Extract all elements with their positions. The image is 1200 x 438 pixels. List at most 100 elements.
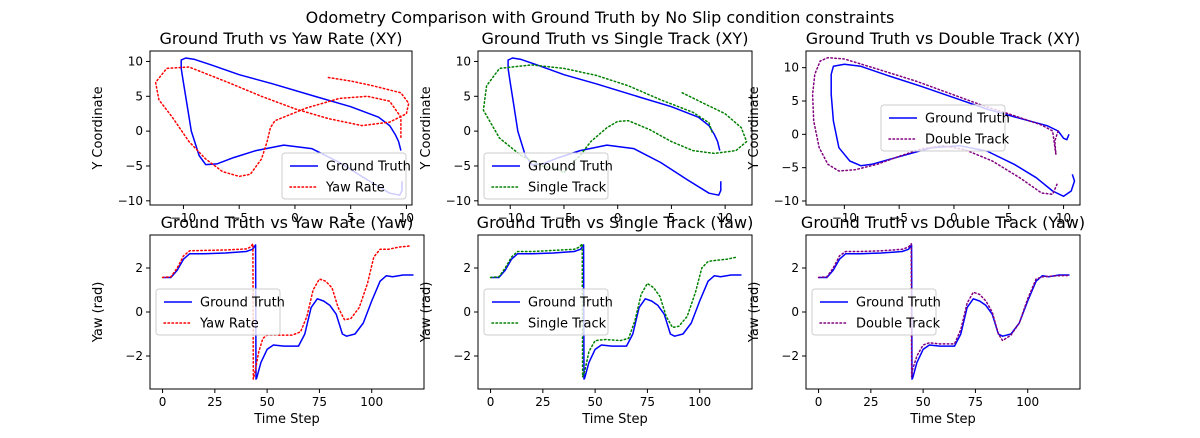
- y-tick-label: 0: [463, 124, 471, 138]
- subplot-title: Ground Truth vs Double Track (XY): [806, 29, 1080, 48]
- legend-box: [281, 152, 407, 200]
- x-tick-label: 0: [159, 395, 167, 409]
- y-tick-label: −2: [125, 349, 143, 363]
- subplot-1: −10 −5 0 5 10 −10 −5 0 5 10 Ground Truth vs Yaw Ra…: [91, 29, 414, 225]
- subplot-title: Ground Truth vs Yaw Rate (Yaw): [161, 213, 414, 232]
- legend-box: [880, 104, 1006, 152]
- y-axis-label: Yaw (rad): [91, 282, 106, 344]
- x-tick-label: −5: [890, 211, 908, 225]
- series-line-single-track: [489, 243, 739, 378]
- x-tick-label: −10: [498, 211, 523, 225]
- legend-box: [483, 152, 609, 200]
- legend-label: Ground Truth: [326, 160, 411, 175]
- y-tick-label: 5: [135, 89, 143, 103]
- y-tick-label: 5: [463, 89, 471, 103]
- x-tick-label: 0: [815, 395, 823, 409]
- y-tick-label: 0: [791, 305, 799, 319]
- x-tick-label: −10: [832, 211, 857, 225]
- series-line-ground-truth: [162, 244, 414, 380]
- legend-label: Single Track: [528, 181, 607, 196]
- y-tick-label: 10: [128, 54, 143, 68]
- x-tick-label: −5: [555, 211, 573, 225]
- x-tick-label: 5: [1005, 211, 1013, 225]
- legend-box: [155, 288, 281, 336]
- subplot-3: −10 −5 0 5 10 −10 −5 0 5 10 Ground Truth vs Double…: [747, 29, 1081, 225]
- x-tick-label: 0: [950, 211, 958, 225]
- legend: Ground Truth Single Track: [483, 152, 613, 200]
- legend-label: Ground Truth: [528, 160, 613, 175]
- x-tick-label: 100: [1016, 395, 1039, 409]
- x-tick-label: 10: [1056, 211, 1071, 225]
- y-tick-label: −10: [446, 194, 471, 208]
- x-tick-label: 5: [347, 211, 355, 225]
- x-tick-label: 10: [717, 211, 732, 225]
- y-tick-label: −5: [453, 159, 471, 173]
- series-line-yaw-rate: [154, 66, 410, 178]
- y-tick-label: 2: [463, 261, 471, 275]
- x-tick-label: 75: [312, 395, 327, 409]
- x-tick-label: 50: [587, 395, 602, 409]
- legend-label: Double Track: [856, 317, 941, 332]
- x-tick-label: 25: [207, 395, 222, 409]
- x-tick-label: 25: [535, 395, 550, 409]
- y-tick-label: 0: [135, 124, 143, 138]
- subplot-title: Ground Truth vs Single Track (Yaw): [477, 213, 754, 232]
- subplot-title: Ground Truth vs Yaw Rate (XY): [159, 29, 402, 48]
- legend-label: Ground Truth: [925, 112, 1010, 127]
- x-tick-label: 50: [259, 395, 274, 409]
- legend-label: Yaw Rate: [325, 181, 385, 196]
- subplot-title: Ground Truth vs Single Track (XY): [482, 29, 749, 48]
- legend-box: [811, 288, 937, 336]
- y-tick-label: 5: [791, 94, 799, 108]
- y-tick-label: 2: [791, 261, 799, 275]
- x-axis-label: Time Step: [581, 412, 648, 427]
- x-tick-label: 0: [291, 211, 299, 225]
- legend: Ground Truth Yaw Rate: [281, 152, 411, 200]
- x-tick-label: 0: [614, 211, 622, 225]
- y-tick-label: 10: [784, 61, 799, 75]
- x-tick-label: 10: [399, 211, 414, 225]
- legend-label: Single Track: [528, 317, 607, 332]
- y-axis-label: Y Coordinate: [747, 86, 762, 170]
- subplot-title: Ground Truth vs Double Track (Yaw): [801, 213, 1085, 232]
- y-tick-label: −10: [118, 194, 143, 208]
- axes-frame: [477, 50, 753, 206]
- series-line-ground-truth: [830, 63, 1076, 198]
- legend-label: Yaw Rate: [199, 317, 259, 332]
- y-tick-label: 10: [456, 54, 471, 68]
- y-axis-label: Yaw (rad): [419, 282, 434, 344]
- x-tick-label: 75: [640, 395, 655, 409]
- legend-label: Ground Truth: [200, 296, 285, 311]
- y-tick-label: −10: [774, 194, 799, 208]
- y-axis-label: Y Coordinate: [419, 86, 434, 170]
- legend-label: Ground Truth: [856, 296, 941, 311]
- y-tick-label: −5: [125, 159, 143, 173]
- y-tick-label: 0: [463, 305, 471, 319]
- x-tick-label: 5: [668, 211, 676, 225]
- x-tick-label: 0: [487, 395, 495, 409]
- series-line-yaw-rate: [161, 243, 411, 380]
- x-axis-label: Time Step: [253, 412, 320, 427]
- figure-title: Odometry Comparison with Ground Truth by…: [306, 8, 895, 27]
- series-line-ground-truth: [507, 57, 722, 196]
- legend: Ground Truth Double Track: [811, 288, 941, 336]
- y-axis-label: Yaw (rad): [747, 282, 762, 344]
- y-tick-label: 0: [135, 305, 143, 319]
- y-tick-label: −2: [453, 349, 471, 363]
- series-line-double-track: [817, 243, 1071, 378]
- y-tick-label: 0: [791, 127, 799, 141]
- legend-box: [483, 288, 609, 336]
- x-axis-label: Time Step: [909, 412, 976, 427]
- series-line-ground-truth: [490, 244, 742, 380]
- x-tick-label: −10: [171, 211, 196, 225]
- series-line-ground-truth: [818, 244, 1070, 380]
- legend-label: Ground Truth: [528, 296, 613, 311]
- legend: Ground Truth Yaw Rate: [155, 288, 285, 336]
- x-tick-label: 100: [688, 395, 711, 409]
